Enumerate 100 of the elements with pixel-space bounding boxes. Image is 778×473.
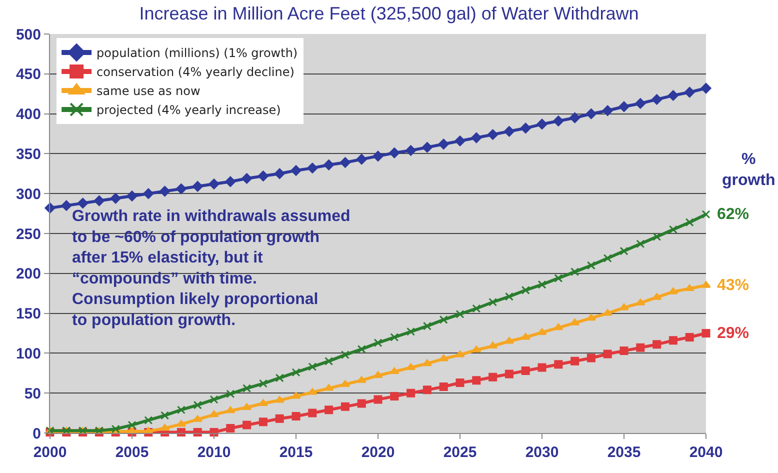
point <box>274 396 284 403</box>
text: 29% <box>717 325 750 342</box>
point <box>520 332 530 340</box>
point <box>636 343 645 352</box>
point <box>374 395 382 404</box>
point <box>488 298 498 306</box>
point <box>570 318 580 326</box>
point <box>439 315 448 324</box>
point <box>308 388 318 395</box>
point <box>390 392 399 401</box>
point <box>144 416 153 424</box>
legend-label: projected (4% yearly increase) <box>96 103 281 118</box>
point <box>390 332 399 342</box>
point <box>356 154 367 165</box>
point <box>61 200 72 211</box>
point <box>700 82 712 94</box>
y-tick-label: 400 <box>16 106 41 124</box>
point <box>192 415 202 422</box>
point <box>635 98 646 109</box>
point <box>586 261 596 270</box>
point <box>701 281 711 288</box>
point <box>602 309 612 316</box>
point <box>308 408 317 418</box>
point <box>438 354 448 362</box>
point <box>406 388 416 398</box>
point <box>586 354 596 362</box>
chart-title: Increase in Million Acre Feet (325,500 gal) of Water Withdrawn <box>139 4 639 24</box>
point <box>702 329 710 338</box>
point <box>472 304 481 313</box>
point <box>208 178 220 190</box>
y-tick-label: 0 <box>32 425 41 442</box>
x-tick-label: 2030 <box>525 444 559 461</box>
point <box>292 368 300 377</box>
point <box>586 314 596 321</box>
point <box>570 112 580 124</box>
point <box>126 190 138 202</box>
point <box>438 138 449 150</box>
point <box>110 193 121 204</box>
point <box>538 280 546 289</box>
point <box>373 371 383 378</box>
x-tick-label: 2020 <box>361 444 395 461</box>
point <box>406 363 416 370</box>
point <box>160 411 170 420</box>
point <box>620 246 628 256</box>
point <box>456 310 464 318</box>
point <box>620 346 628 356</box>
point <box>226 406 236 414</box>
point <box>422 142 432 153</box>
point <box>536 118 548 130</box>
x-tick-label: 2000 <box>33 444 67 461</box>
point <box>291 392 301 399</box>
point <box>176 420 186 427</box>
point <box>389 148 400 158</box>
point <box>340 157 350 168</box>
point <box>292 412 300 420</box>
point <box>324 406 334 414</box>
point <box>521 366 530 376</box>
y-tick-label: 350 <box>16 146 41 163</box>
point <box>94 195 104 206</box>
point <box>160 424 170 431</box>
point <box>603 254 612 262</box>
point <box>685 332 694 342</box>
point <box>258 418 268 426</box>
point <box>553 116 564 126</box>
point <box>471 132 482 144</box>
point <box>209 410 219 418</box>
point <box>504 292 514 301</box>
point <box>504 336 514 344</box>
point <box>668 336 678 345</box>
point <box>274 168 285 179</box>
y-tick-label: 100 <box>16 345 41 362</box>
point <box>324 384 334 391</box>
point <box>702 210 710 219</box>
point <box>488 342 498 349</box>
point <box>193 400 202 410</box>
point <box>422 386 432 394</box>
point <box>242 420 252 430</box>
point <box>652 94 662 105</box>
point <box>176 184 186 194</box>
y-tick-label: 500 <box>16 26 41 44</box>
y-tick-label: 450 <box>16 66 41 84</box>
y-tick-label: 300 <box>16 186 41 203</box>
point <box>308 362 317 372</box>
point <box>652 232 662 241</box>
point <box>570 356 580 366</box>
point <box>356 376 366 383</box>
x-tick-label: 2025 <box>443 444 477 461</box>
y-tick-label: 250 <box>16 226 41 243</box>
point <box>324 160 334 170</box>
point <box>143 188 154 199</box>
point <box>406 145 416 156</box>
point <box>258 379 268 388</box>
point <box>570 268 580 276</box>
x-tick-label: 2015 <box>279 444 313 461</box>
point <box>520 122 531 134</box>
point <box>290 165 302 176</box>
y-tick-label: 50 <box>24 385 41 402</box>
point <box>258 399 268 406</box>
point <box>652 340 662 349</box>
point <box>684 86 695 98</box>
